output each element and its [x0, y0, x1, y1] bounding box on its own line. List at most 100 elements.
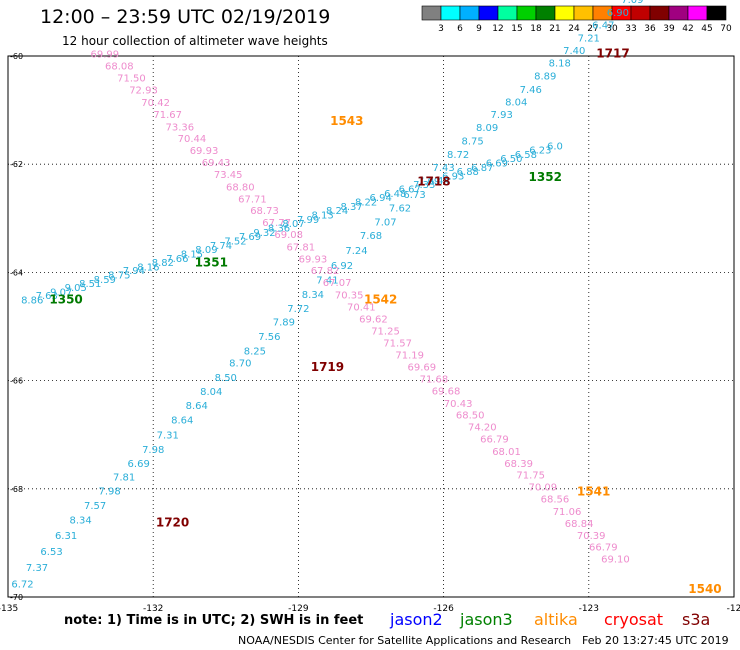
- y-tick-label: -70: [10, 593, 23, 602]
- wave-height-label: 6.72: [11, 579, 33, 590]
- wave-height-label: 6.23: [529, 146, 551, 157]
- wave-height-label: 8.34: [302, 290, 324, 301]
- wave-height-label: 6.93: [442, 172, 464, 183]
- pass-time-label: 1718: [417, 175, 450, 189]
- wave-height-label: 7.21: [578, 34, 600, 45]
- chart-subtitle: 12 hour collection of altimeter wave hei…: [62, 34, 328, 48]
- wave-height-label: 7.98: [142, 445, 164, 456]
- wave-height-label: 6.92: [331, 261, 353, 272]
- satellite-s3a: s3a: [682, 610, 711, 629]
- colorbar-label: 24: [568, 24, 580, 34]
- wave-height-label: 6.0: [547, 141, 563, 152]
- pass-time-label: 1717: [596, 46, 629, 60]
- wave-height-label: 69.93: [299, 254, 328, 265]
- wave-height-label: 7.99: [297, 215, 319, 226]
- wave-height-label: 68.01: [492, 447, 521, 458]
- colorbar-swatch: [687, 5, 708, 21]
- wave-height-label: 9.32: [253, 228, 275, 239]
- wave-height-label: 6.69: [128, 459, 150, 470]
- wave-height-label: 67.82: [311, 266, 340, 277]
- wave-height-label: 69.69: [407, 363, 436, 374]
- wave-height-label: 7.56: [258, 332, 280, 343]
- pass-time-label: 1719: [311, 360, 344, 374]
- wave-height-label: 7.44: [428, 176, 450, 187]
- wave-height-label: 7.09: [621, 0, 643, 6]
- pass-time-label: 1541: [577, 485, 610, 499]
- wave-height-label: 6.69: [486, 159, 508, 170]
- wave-height-label: 69.62: [359, 314, 388, 325]
- wave-height-label: 8.82: [152, 258, 174, 269]
- colorbar-swatch: [421, 5, 442, 21]
- wave-height-label: 7.52: [224, 236, 246, 247]
- wave-height-label: 8.75: [462, 136, 484, 147]
- wave-height-label: 8.51: [79, 279, 101, 290]
- wave-height-label: 8.50: [215, 373, 237, 384]
- wave-height-label: 7.24: [345, 246, 367, 257]
- wave-height-label: 6.88: [457, 167, 479, 178]
- wave-height-label: 7.72: [287, 304, 309, 315]
- wave-height-label: 6.94: [370, 193, 392, 204]
- colorbar-label: 15: [511, 24, 522, 34]
- satellite-jason3: jason3: [460, 610, 513, 629]
- colorbar-swatch: [630, 5, 651, 21]
- x-tick-label: -126: [433, 604, 454, 614]
- wave-height-label: 67.81: [286, 242, 315, 253]
- wave-height-label: 7.09: [418, 176, 440, 187]
- wave-height-label: 9.05: [65, 283, 87, 294]
- timestamp: Feb 20 13:27:45 UTC 2019: [582, 634, 729, 647]
- wave-height-label: 7.63: [36, 291, 58, 302]
- wave-height-label: 8.75: [108, 271, 130, 282]
- colorbar-swatch: [516, 5, 537, 21]
- wave-height-label: 6.48: [384, 189, 406, 200]
- y-tick-label: -66: [10, 377, 23, 386]
- x-tick-label: -123: [579, 604, 599, 614]
- wave-height-label: 6.87: [471, 163, 493, 174]
- colorbar-swatch: [497, 5, 518, 21]
- wave-height-label: 6.67: [399, 185, 421, 196]
- wave-height-label: 7.94: [123, 266, 145, 277]
- colorbar-label: 6: [457, 24, 463, 34]
- wave-height-label: 70.35: [335, 291, 364, 302]
- colorbar-swatch: [440, 5, 461, 21]
- wave-height-label: 73.36: [165, 122, 194, 133]
- wave-height-label: 71.25: [371, 326, 400, 337]
- wave-height-label: 7.81: [113, 472, 135, 483]
- wave-height-label: 8.72: [447, 150, 469, 161]
- wave-height-label: 7.93: [491, 110, 513, 121]
- satellite-altika: altika: [534, 610, 578, 629]
- wave-height-label: 6.73: [403, 190, 425, 201]
- wave-height-label: 68.80: [226, 182, 255, 193]
- y-tick-label: -60: [10, 52, 23, 61]
- wave-height-label: 8.24: [326, 206, 348, 217]
- wave-height-label: 8.64: [186, 401, 208, 412]
- wave-height-label: 6.90: [607, 8, 629, 19]
- wave-height-label: 7.33: [413, 180, 435, 191]
- wave-height-label: 68.08: [105, 62, 134, 73]
- colorbar-swatch: [668, 5, 689, 21]
- wave-height-label: 7.40: [563, 46, 585, 57]
- wave-height-label: 68.84: [565, 519, 594, 530]
- wave-height-label: 6.50: [500, 154, 522, 165]
- wave-height-label: 8.07: [282, 219, 304, 230]
- wave-height-label: 66.79: [480, 434, 509, 445]
- satellite-cryosat: cryosat: [604, 610, 664, 629]
- y-tick-label: -64: [10, 268, 23, 277]
- colorbar-swatch: [649, 5, 670, 21]
- wave-height-label: 71.57: [383, 339, 412, 350]
- wave-height-label: 69.99: [90, 49, 119, 60]
- colorbar-label: 18: [530, 24, 542, 34]
- colorbar-swatch: [478, 5, 499, 21]
- pass-time-label: 1542: [364, 292, 397, 306]
- wave-height-label: 69.08: [274, 230, 303, 241]
- wave-height-label: 7.43: [432, 163, 454, 174]
- wave-height-label: 8.89: [534, 71, 556, 82]
- wave-height-label: 8.22: [355, 198, 377, 209]
- wave-height-label: 72.93: [129, 86, 158, 97]
- wave-height-label: 8.13: [311, 211, 333, 222]
- wave-height-label: 7.37: [26, 563, 48, 574]
- wave-height-label: 68.56: [541, 495, 570, 506]
- wave-height-label: 70.44: [178, 134, 207, 145]
- pass-time-label: 1543: [330, 114, 363, 128]
- pass-time-label: 1351: [195, 256, 228, 270]
